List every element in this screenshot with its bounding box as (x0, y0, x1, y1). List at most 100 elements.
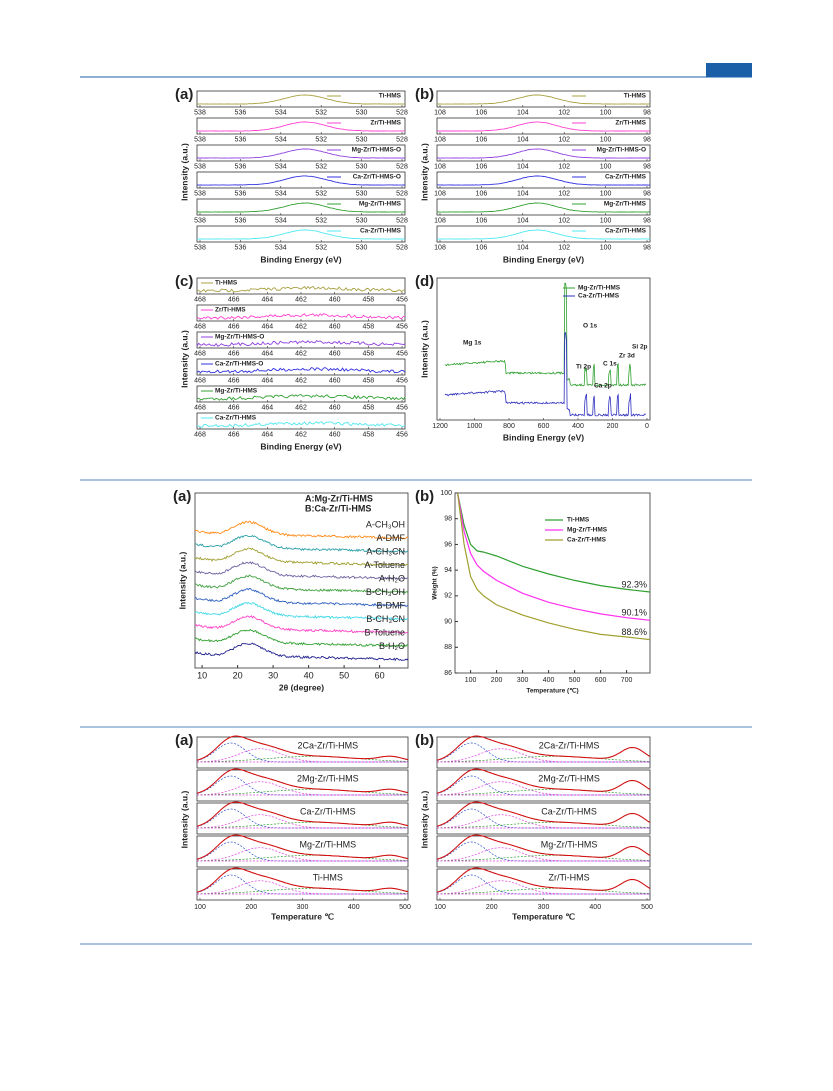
x-tick-label: 462 (295, 296, 307, 303)
x-tick-label: 0 (645, 423, 649, 430)
x-tick-label: 600 (538, 423, 550, 430)
x-tick-label: 500 (641, 904, 653, 911)
fit-component (436, 874, 650, 895)
x-tick-label: 532 (315, 190, 327, 197)
x-tick-label: 538 (194, 136, 206, 143)
x-tick-label: 106 (476, 217, 488, 224)
y-axis-label: Intensity (a.u.) (419, 791, 429, 849)
fit-component (196, 742, 408, 763)
x-tick-label: 108 (434, 109, 446, 116)
fit-component (196, 841, 408, 862)
y-axis-label: Weight (%) (432, 566, 439, 599)
y-tick-label: 100 (440, 490, 452, 497)
x-tick-label: 100 (600, 163, 612, 170)
x-tick-label: 98 (643, 190, 651, 197)
tpd-curve (436, 801, 651, 827)
y-tick-label: 86 (444, 670, 452, 677)
peak-annotation: O 1s (583, 323, 597, 330)
fit-component (197, 821, 409, 829)
y-axis-label: Intensity (a.u.) (419, 143, 429, 201)
x-tick-label: 530 (356, 136, 368, 143)
fit-component (196, 775, 408, 796)
spectrum (436, 229, 651, 240)
spectrum (437, 175, 650, 186)
plot-frame (196, 802, 409, 835)
peak-annotation: Ti 2p (576, 364, 591, 371)
fit-component (436, 781, 650, 796)
spectrum (444, 282, 647, 387)
x-tick-label: 30 (268, 670, 278, 680)
x-tick-label: 400 (348, 904, 360, 911)
x-tick-label: 530 (356, 217, 368, 224)
curve-label: A-CH₃OH (366, 519, 405, 529)
x-tick-label: 300 (517, 677, 529, 684)
x-tick-label: 108 (434, 163, 446, 170)
tpd-curve (196, 867, 409, 893)
x-tick-label: 536 (235, 163, 247, 170)
x-tick-label: 1000 (467, 423, 483, 430)
x-tick-label: 468 (194, 431, 206, 438)
x-tick-label: 468 (194, 350, 206, 357)
x-tick-label: 528 (396, 163, 408, 170)
spectrum (196, 313, 406, 320)
x-tick-label: 532 (315, 109, 327, 116)
x-tick-label: 10 (197, 670, 207, 680)
curve-label: B-DMF (377, 600, 406, 610)
y-tick-label: 88 (444, 644, 452, 651)
x-tick-label: 106 (476, 190, 488, 197)
x-tick-label: 466 (228, 323, 240, 330)
xrd-curve (194, 534, 409, 553)
x-tick-label: 536 (235, 136, 247, 143)
y-axis-label: Intensity (a.u.) (179, 330, 189, 388)
x-axis-label: Binding Energy (eV) (260, 441, 341, 451)
plot-frame (436, 171, 651, 189)
x-tick-label: 1200 (432, 423, 448, 430)
peak-annotation: Zr 3d (619, 353, 635, 360)
x-tick-label: 536 (235, 244, 247, 251)
plot-frame (196, 868, 409, 901)
legend-label: Mg-Zr/Ti-HMS-O (352, 147, 401, 154)
x-axis-label: Binding Energy (eV) (503, 254, 584, 264)
x-tick-label: 530 (356, 244, 368, 251)
legend-label: Ti-HMS (567, 517, 590, 524)
x-tick-label: 530 (356, 109, 368, 116)
fit-component (436, 847, 650, 862)
header-badge (706, 63, 752, 77)
x-tick-label: 532 (315, 217, 327, 224)
x-tick-label: 456 (396, 431, 408, 438)
fit-component (437, 821, 651, 829)
x-tick-label: 102 (558, 109, 570, 116)
spectrum (196, 94, 406, 105)
x-tick-label: 98 (643, 217, 651, 224)
plot-frame (436, 802, 651, 835)
y-axis-label: Intensity (a.u.) (419, 320, 429, 378)
curve-label: B-Toluene (364, 627, 405, 637)
end-label: 90.1% (621, 608, 647, 618)
x-tick-label: 106 (476, 136, 488, 143)
x-tick-label: 468 (194, 296, 206, 303)
spectrum (437, 148, 651, 159)
x-tick-label: 460 (329, 377, 341, 384)
legend-label: Ca-Zr/Ti-HMS (360, 228, 402, 235)
x-tick-label: 538 (194, 109, 206, 116)
x-tick-label: 458 (362, 296, 374, 303)
curve-label: Ti-HMS (313, 872, 343, 882)
peak-annotation: Mg 1s (463, 340, 482, 347)
x-tick-label: 464 (261, 431, 273, 438)
plot-frame (194, 492, 409, 669)
x-tick-label: 468 (194, 323, 206, 330)
curve-label: B-H₂O (379, 641, 405, 651)
x-tick-label: 104 (517, 244, 529, 251)
x-tick-label: 300 (297, 904, 309, 911)
curve-label: 2Mg-Zr/Ti-HMS (297, 773, 359, 783)
x-tick-label: 466 (228, 350, 240, 357)
xrd-curve (194, 588, 409, 608)
x-tick-label: 534 (275, 136, 287, 143)
x-tick-label: 104 (517, 190, 529, 197)
fit-component (196, 808, 408, 829)
y-axis-label: Intensity (a.u.) (179, 791, 189, 849)
x-tick-label: 462 (295, 404, 307, 411)
x-tick-label: 106 (476, 163, 488, 170)
plot-frame (196, 736, 409, 769)
